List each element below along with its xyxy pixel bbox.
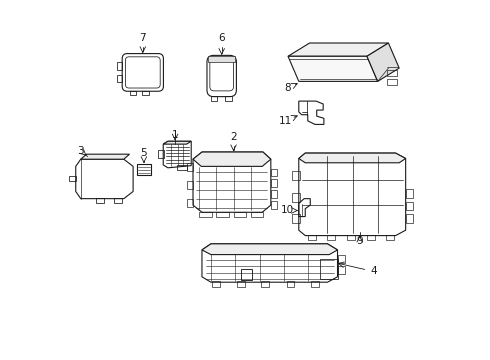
Bar bbox=[137, 163, 151, 175]
Polygon shape bbox=[299, 153, 406, 163]
Polygon shape bbox=[163, 141, 191, 144]
Bar bbox=[311, 282, 319, 287]
Bar bbox=[387, 69, 397, 76]
Bar bbox=[216, 212, 229, 217]
Bar bbox=[406, 189, 413, 198]
Text: 5: 5 bbox=[141, 148, 147, 158]
Bar bbox=[142, 91, 148, 95]
Bar bbox=[271, 190, 277, 198]
Bar bbox=[212, 282, 220, 287]
Bar bbox=[320, 259, 338, 279]
Bar bbox=[242, 269, 252, 280]
Bar bbox=[187, 199, 194, 207]
Bar bbox=[271, 201, 277, 209]
Bar bbox=[287, 282, 294, 287]
Polygon shape bbox=[288, 56, 378, 81]
Polygon shape bbox=[202, 244, 338, 255]
Bar bbox=[347, 235, 355, 240]
Bar bbox=[225, 96, 232, 100]
Bar bbox=[199, 212, 212, 217]
Text: 1: 1 bbox=[172, 130, 178, 140]
Bar bbox=[234, 212, 246, 217]
Bar bbox=[293, 193, 299, 202]
Bar bbox=[187, 163, 194, 171]
Text: 3: 3 bbox=[77, 145, 84, 156]
Bar bbox=[367, 235, 375, 240]
Bar bbox=[308, 235, 316, 240]
Bar bbox=[211, 96, 218, 100]
Polygon shape bbox=[193, 152, 271, 166]
Text: 10: 10 bbox=[281, 206, 294, 216]
Text: 6: 6 bbox=[219, 33, 225, 43]
Bar bbox=[386, 235, 394, 240]
Bar bbox=[406, 202, 413, 211]
Bar bbox=[114, 198, 122, 203]
Polygon shape bbox=[81, 154, 129, 159]
Bar bbox=[158, 150, 164, 158]
Text: 11: 11 bbox=[279, 116, 293, 126]
Bar bbox=[271, 168, 277, 176]
Polygon shape bbox=[367, 43, 399, 81]
Bar bbox=[237, 282, 245, 287]
Text: 7: 7 bbox=[140, 33, 146, 43]
Bar bbox=[338, 266, 345, 274]
Text: 8: 8 bbox=[284, 83, 291, 93]
Text: 9: 9 bbox=[356, 236, 363, 246]
Bar bbox=[129, 91, 136, 95]
Bar bbox=[208, 56, 235, 62]
Bar bbox=[187, 181, 194, 189]
Bar bbox=[177, 165, 187, 170]
Bar bbox=[96, 198, 104, 203]
Bar bbox=[327, 235, 335, 240]
Text: 4: 4 bbox=[370, 266, 377, 276]
Bar bbox=[271, 179, 277, 187]
Bar bbox=[293, 171, 299, 180]
Bar bbox=[338, 255, 345, 263]
Polygon shape bbox=[288, 43, 389, 56]
Bar bbox=[293, 214, 299, 223]
Text: 2: 2 bbox=[230, 132, 237, 142]
Bar bbox=[387, 78, 397, 85]
Bar bbox=[406, 214, 413, 223]
Bar bbox=[117, 75, 122, 82]
Bar bbox=[262, 282, 270, 287]
Bar bbox=[117, 62, 122, 69]
Bar bbox=[251, 212, 263, 217]
